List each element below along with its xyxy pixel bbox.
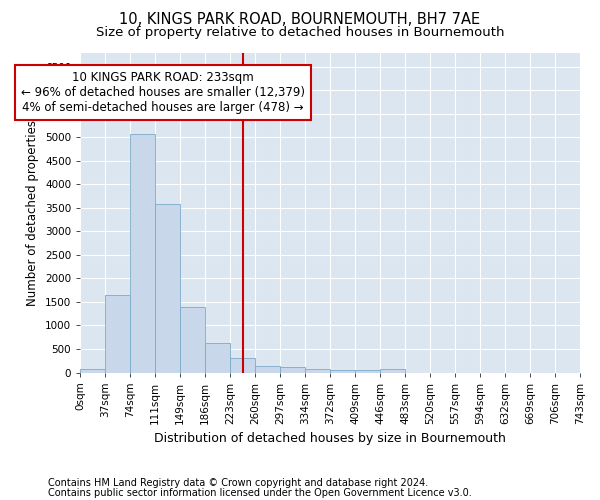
Bar [180,306,205,372]
Bar [280,367,305,372]
Bar [355,370,380,372]
Bar [205,344,230,372]
Text: 10 KINGS PARK ROAD: 233sqm
← 96% of detached houses are smaller (12,379)
4% of s: 10 KINGS PARK ROAD: 233sqm ← 96% of deta… [21,72,305,114]
Text: Size of property relative to detached houses in Bournemouth: Size of property relative to detached ho… [96,26,504,39]
Bar [155,204,180,372]
Bar [330,370,355,372]
Bar [230,358,255,372]
Bar [380,369,405,372]
Bar [105,296,130,372]
Bar [255,366,280,372]
Text: 10, KINGS PARK ROAD, BOURNEMOUTH, BH7 7AE: 10, KINGS PARK ROAD, BOURNEMOUTH, BH7 7A… [119,12,481,28]
Bar [80,369,105,372]
Y-axis label: Number of detached properties: Number of detached properties [26,120,40,306]
X-axis label: Distribution of detached houses by size in Bournemouth: Distribution of detached houses by size … [154,432,506,445]
Bar [305,368,330,372]
Bar [130,134,155,372]
Text: Contains public sector information licensed under the Open Government Licence v3: Contains public sector information licen… [48,488,472,498]
Text: Contains HM Land Registry data © Crown copyright and database right 2024.: Contains HM Land Registry data © Crown c… [48,478,428,488]
